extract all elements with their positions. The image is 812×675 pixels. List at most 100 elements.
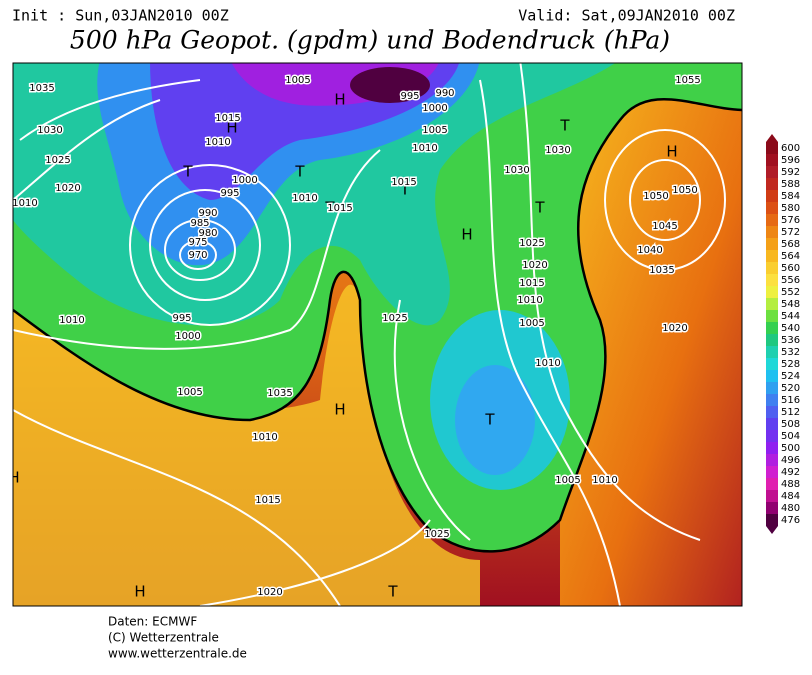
- colorbar-label: 600: [781, 143, 800, 154]
- isobar-label: 995: [220, 188, 239, 199]
- pressure-center: T: [182, 163, 193, 181]
- colorbar-swatch: [766, 298, 778, 310]
- colorbar-swatch: [766, 430, 778, 442]
- colorbar-swatch: [766, 262, 778, 274]
- isobar-label: 1050: [643, 191, 668, 202]
- colorbar-swatch: [766, 214, 778, 226]
- colorbar-swatch: [766, 190, 778, 202]
- colorbar-label: 536: [781, 335, 800, 346]
- colorbar-label: 512: [781, 407, 800, 418]
- colorbar-swatch: [766, 142, 778, 154]
- colorbar-swatch: [766, 358, 778, 370]
- isobar-label: 1015: [391, 177, 416, 188]
- isobar-label: 1010: [517, 295, 542, 306]
- colorbar-cap-top: [766, 134, 778, 142]
- isobar-label: 1030: [504, 165, 529, 176]
- 552-contour: [13, 97, 742, 553]
- colorbar-swatch: [766, 382, 778, 394]
- colorbar-label: 504: [781, 431, 800, 442]
- isobar-label: 1015: [519, 278, 544, 289]
- isobar-label: 1010: [535, 358, 560, 369]
- colorbar-label: 540: [781, 323, 800, 334]
- colorbar-label: 528: [781, 359, 800, 370]
- isobar-label: 1000: [175, 331, 200, 342]
- isobar-label: 1020: [257, 587, 282, 598]
- colorbar-swatch: [766, 286, 778, 298]
- isobar-label: 990: [435, 88, 454, 99]
- colorbar-label: 524: [781, 371, 800, 382]
- isobar-label: 980: [198, 228, 217, 239]
- colorbar-label: 492: [781, 467, 800, 478]
- cold-core: [350, 67, 430, 103]
- isobar-label: 1050: [672, 185, 697, 196]
- isobar-label: 1035: [649, 265, 674, 276]
- colorbar-label: 584: [781, 191, 800, 202]
- isobar-label: 1005: [285, 75, 310, 86]
- isobar-label: 1045: [652, 221, 677, 232]
- colorbar-swatch: [766, 466, 778, 478]
- isobar-label: 970: [188, 250, 207, 261]
- isobar-label: 1030: [545, 145, 570, 156]
- colorbar-label: 576: [781, 215, 800, 226]
- valid-time: Valid: Sat,09JAN2010 00Z: [518, 7, 735, 25]
- colorbar-label: 592: [781, 167, 800, 178]
- colorbar-label: 484: [781, 491, 800, 502]
- isobar-label: 1005: [177, 387, 202, 398]
- isobar-label: 975: [188, 237, 207, 248]
- colorbar-label: 560: [781, 263, 800, 274]
- isobar-label: 1010: [412, 143, 437, 154]
- pressure-center: T: [559, 117, 570, 135]
- colorbar-label: 588: [781, 179, 800, 190]
- colorbar-label: 596: [781, 155, 800, 166]
- pressure-center: H: [461, 226, 472, 244]
- isobar-label: 1005: [519, 318, 544, 329]
- colorbar-swatch: [766, 502, 778, 514]
- colorbar-swatch: [766, 154, 778, 166]
- colorbar-swatch: [766, 478, 778, 490]
- isobar-label: 1025: [424, 529, 449, 540]
- pressure-center: T: [534, 199, 545, 217]
- colorbar-swatch: [766, 514, 778, 526]
- pressure-center: T: [484, 411, 495, 429]
- colorbar-swatch: [766, 490, 778, 502]
- copyright: (C) Wetterzentrale: [108, 631, 219, 645]
- blue-trough: [455, 365, 535, 475]
- pressure-center: T: [387, 583, 398, 601]
- isobar-label: 1055: [675, 75, 700, 86]
- pressure-center: H: [8, 469, 19, 487]
- colorbar-label: 516: [781, 395, 800, 406]
- init-time: Init : Sun,03JAN2010 00Z: [12, 7, 229, 25]
- colorbar-label: 568: [781, 239, 800, 250]
- colorbar: 6005965925885845805765725685645605565525…: [766, 134, 800, 534]
- isobar-label: 1025: [45, 155, 70, 166]
- isobar-label: 1030: [37, 125, 62, 136]
- colorbar-swatch: [766, 442, 778, 454]
- colorbar-swatch: [766, 334, 778, 346]
- isobar-label: 1000: [422, 103, 447, 114]
- map-frame: [12, 62, 743, 607]
- colorbar-swatch: [766, 454, 778, 466]
- colorbar-label: 508: [781, 419, 800, 430]
- isobar-label: 1010: [292, 193, 317, 204]
- isobar-label: 985: [190, 218, 209, 229]
- isobar-label: 1020: [55, 183, 80, 194]
- colorbar-label: 564: [781, 251, 800, 262]
- isobar-label: 1025: [519, 238, 544, 249]
- colorbar-label: 488: [781, 479, 800, 490]
- colorbar-label: 480: [781, 503, 800, 514]
- colorbar-swatch: [766, 226, 778, 238]
- isobar-label: 1035: [29, 83, 54, 94]
- colorbar-label: 520: [781, 383, 800, 394]
- colorbar-swatch: [766, 274, 778, 286]
- colorbar-swatch: [766, 346, 778, 358]
- colorbar-label: 496: [781, 455, 800, 466]
- isobar-label: 1015: [215, 113, 240, 124]
- isobar-label: 1005: [555, 475, 580, 486]
- colorbar-label: 572: [781, 227, 800, 238]
- isobar-label: 1010: [252, 432, 277, 443]
- colorbar-swatch: [766, 202, 778, 214]
- colorbar-label: 500: [781, 443, 800, 454]
- colorbar-swatch: [766, 166, 778, 178]
